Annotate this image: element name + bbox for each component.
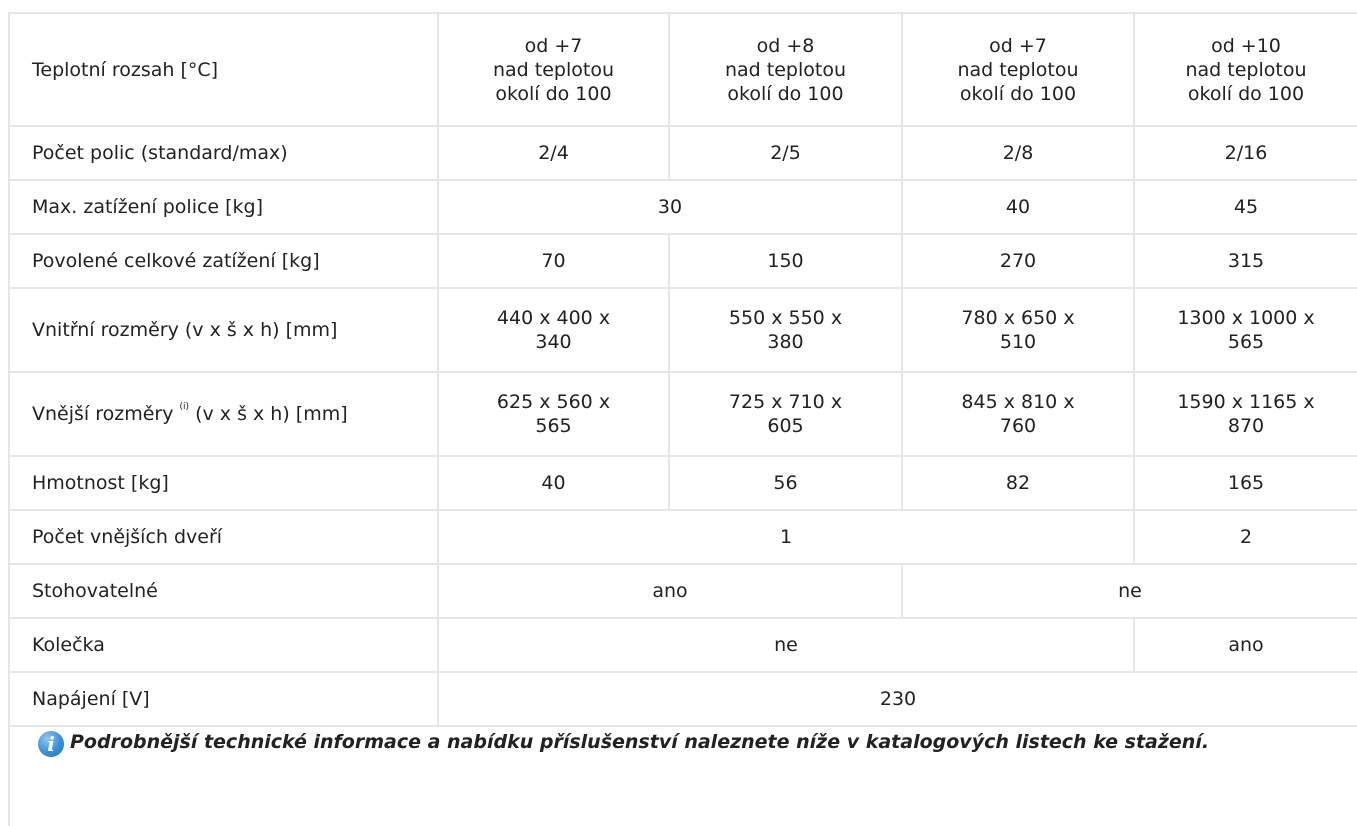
row-label: Povolené celkové zatížení [kg] (10, 234, 439, 289)
table-row: Vnitřní rozměry (v x š x h) [mm] 440 x 4… (10, 288, 1357, 373)
table-row: Teplotní rozsah [°C] od +7 nad teplotou … (10, 14, 1357, 127)
table-cell: 440 x 400 x 340 (438, 288, 670, 373)
table-cell: 270 (902, 234, 1135, 289)
table-cell: 230 (438, 672, 1357, 727)
table-cell: 2/8 (902, 126, 1135, 181)
cell-value: 550 x 550 x 380 (728, 307, 843, 353)
table-row: Počet polic (standard/max) 2/4 2/5 2/8 2… (10, 126, 1357, 181)
table-row: Stohovatelné ano ne (10, 564, 1357, 619)
table-row: Počet vnějších dveří 1 2 (10, 510, 1357, 565)
table-cell: 315 (1134, 234, 1357, 289)
content-frame (8, 12, 1357, 826)
table-cell: 82 (902, 456, 1135, 511)
cell-value: 725 x 710 x 605 (728, 391, 843, 437)
table-cell: 2/5 (669, 126, 903, 181)
row-label: Stohovatelné (10, 564, 439, 619)
table-cell: od +10 nad teplotou okolí do 100 (1134, 14, 1357, 127)
table-row: Napájení [V] 230 (10, 672, 1357, 727)
table-row: Povolené celkové zatížení [kg] 70 150 27… (10, 234, 1357, 289)
table-cell: 1300 x 1000 x 565 (1134, 288, 1357, 373)
table-cell: ano (438, 564, 903, 619)
row-label-text: Vnější rozměry (32, 403, 180, 425)
table-cell: 1590 x 1165 x 870 (1134, 372, 1357, 457)
info-icon: i (38, 731, 64, 757)
table-row: Vnější rozměry (i) (v x š x h) [mm] 625 … (10, 372, 1357, 457)
table-cell: ne (902, 564, 1357, 619)
table-cell: 70 (438, 234, 670, 289)
table-cell: 165 (1134, 456, 1357, 511)
cell-value: 625 x 560 x 565 (496, 391, 611, 437)
row-label: Max. zatížení police [kg] (10, 180, 439, 235)
table-cell: 2/4 (438, 126, 670, 181)
row-label: Kolečka (10, 618, 439, 673)
table-row: Max. zatížení police [kg] 30 40 45 (10, 180, 1357, 235)
info-note: i Podrobnější technické informace a nabíd… (38, 729, 1338, 757)
table-cell: od +8 nad teplotou okolí do 100 (669, 14, 903, 127)
cell-value: 780 x 650 x 510 (961, 307, 1075, 353)
cell-value: 845 x 810 x 760 (961, 391, 1075, 437)
table-cell: 845 x 810 x 760 (902, 372, 1135, 457)
table-cell: ne (438, 618, 1135, 673)
table-cell: 2/16 (1134, 126, 1357, 181)
cell-value: od +8 nad teplotou okolí do 100 (724, 34, 846, 105)
cell-value: 1590 x 1165 x 870 (1177, 391, 1315, 437)
row-label: Počet polic (standard/max) (10, 126, 439, 181)
table-row: Hmotnost [kg] 40 56 82 165 (10, 456, 1357, 511)
table-cell: ano (1134, 618, 1357, 673)
row-label: Hmotnost [kg] (10, 456, 439, 511)
spec-table: Teplotní rozsah [°C] od +7 nad teplotou … (10, 14, 1357, 727)
cell-value: 440 x 400 x 340 (496, 307, 611, 353)
cell-value: od +10 nad teplotou okolí do 100 (1185, 34, 1307, 105)
table-cell: 725 x 710 x 605 (669, 372, 903, 457)
cell-value: 1300 x 1000 x 565 (1177, 307, 1315, 353)
table-cell: 45 (1134, 180, 1357, 235)
table-cell: 1 (438, 510, 1135, 565)
table-cell: 2 (1134, 510, 1357, 565)
row-label: Vnitřní rozměry (v x š x h) [mm] (10, 288, 439, 373)
table-cell: 56 (669, 456, 903, 511)
info-note-text: Podrobnější technické informace a nabídk… (70, 731, 1210, 753)
table-cell: od +7 nad teplotou okolí do 100 (438, 14, 670, 127)
cell-value: od +7 nad teplotou okolí do 100 (957, 34, 1079, 105)
table-cell: 40 (438, 456, 670, 511)
table-cell: od +7 nad teplotou okolí do 100 (902, 14, 1135, 127)
table-cell: 550 x 550 x 380 (669, 288, 903, 373)
row-label: Teplotní rozsah [°C] (10, 14, 439, 127)
row-label-text: (v x š x h) [mm] (189, 403, 348, 425)
row-label: Vnější rozměry (i) (v x š x h) [mm] (10, 372, 439, 457)
row-label: Počet vnějších dveří (10, 510, 439, 565)
table-cell: 780 x 650 x 510 (902, 288, 1135, 373)
row-label: Napájení [V] (10, 672, 439, 727)
table-cell: 40 (902, 180, 1135, 235)
table-cell: 625 x 560 x 565 (438, 372, 670, 457)
table-row: Kolečka ne ano (10, 618, 1357, 673)
cell-value: od +7 nad teplotou okolí do 100 (492, 34, 614, 105)
table-cell: 30 (438, 180, 903, 235)
footnote-marker: (i) (179, 401, 190, 412)
table-cell: 150 (669, 234, 903, 289)
